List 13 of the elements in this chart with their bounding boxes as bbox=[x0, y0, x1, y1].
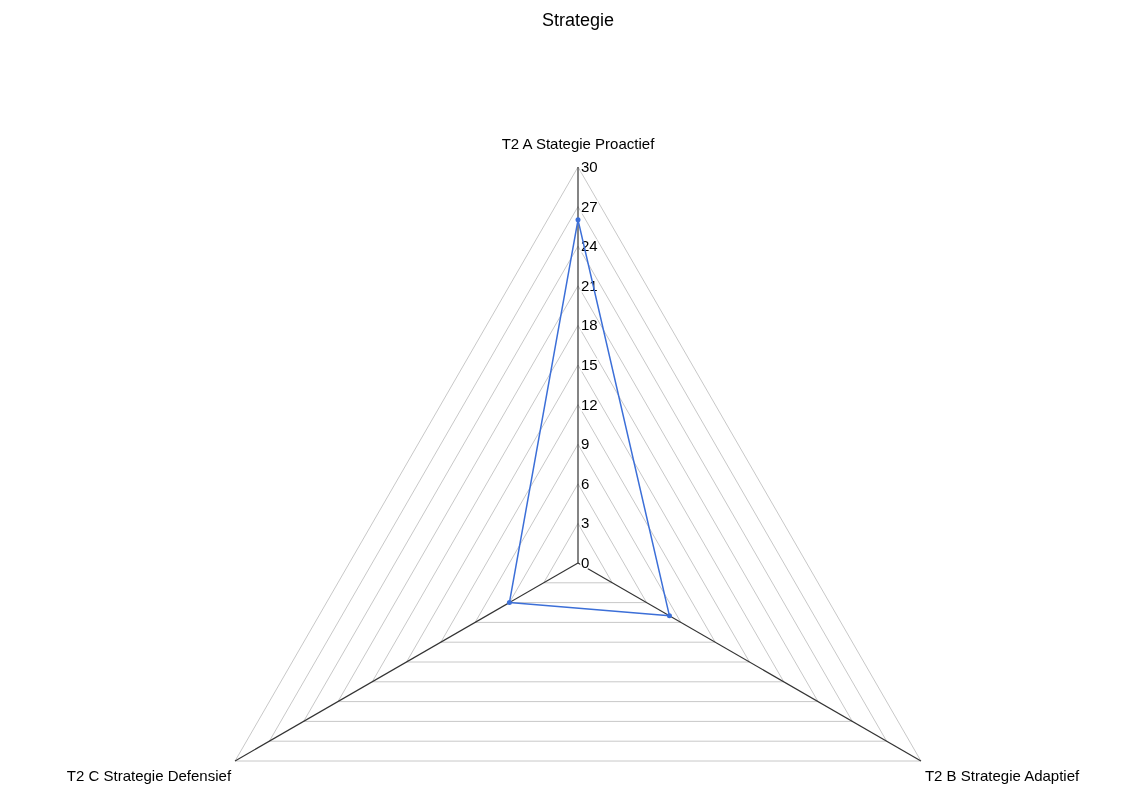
y-tick-label: 30 bbox=[581, 158, 598, 175]
y-tick-label: 15 bbox=[581, 356, 598, 373]
y-tick-label: 9 bbox=[581, 435, 590, 453]
y-tick-label: 27 bbox=[581, 197, 598, 215]
spoke-label: T2 B Strategie Adaptief bbox=[924, 767, 1081, 784]
y-tick-label: 3 bbox=[581, 514, 590, 532]
chart-title: Strategie bbox=[541, 10, 615, 30]
spoke-label: T2 A Stategie Proactief bbox=[501, 135, 656, 152]
spoke-label: T2 C Strategie Defensief bbox=[66, 767, 232, 784]
y-tick-label: 6 bbox=[581, 474, 590, 492]
y-tick-label: 18 bbox=[581, 316, 598, 334]
y-tick-label: 0 bbox=[581, 554, 590, 571]
y-tick-label: 12 bbox=[581, 395, 598, 413]
